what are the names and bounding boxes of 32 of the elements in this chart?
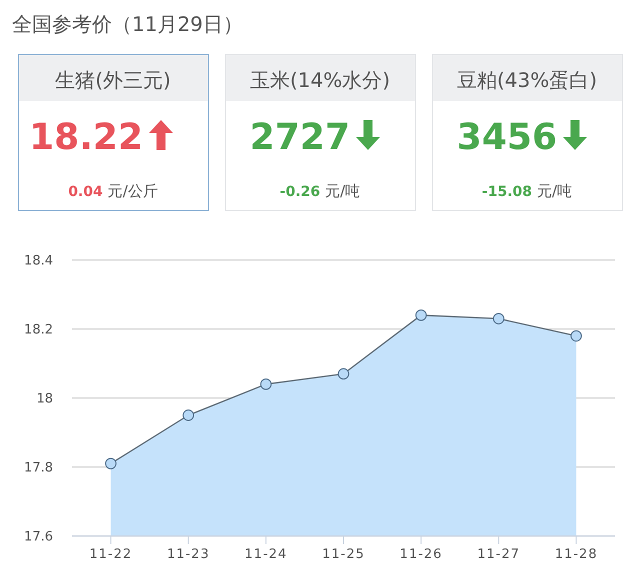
data-label: 0.04 bbox=[68, 184, 103, 200]
x-tick-label: 11-26 bbox=[400, 547, 442, 562]
text: 元/吨 bbox=[325, 182, 360, 200]
x-tick-label: 11-24 bbox=[244, 547, 288, 562]
point bbox=[415, 310, 427, 321]
point bbox=[182, 410, 194, 421]
point bbox=[570, 330, 582, 342]
data-label: 2727 bbox=[250, 117, 350, 158]
data-label: 3456 bbox=[456, 117, 557, 158]
y-tick-label: 18.2 bbox=[24, 322, 53, 338]
y-tick-label: 17.6 bbox=[24, 530, 53, 544]
y-tick-label: 18.4 bbox=[24, 254, 53, 268]
text: 元/公斤 bbox=[108, 182, 158, 200]
data-label: 18.22 bbox=[29, 117, 143, 158]
data-label: -0.26 bbox=[280, 184, 320, 200]
y-tick-label: 18 bbox=[36, 392, 53, 406]
x-tick-label: 11-25 bbox=[322, 547, 365, 562]
text: 全国参考价（11月29日） bbox=[12, 12, 243, 36]
x-tick-label: 11-28 bbox=[554, 547, 598, 562]
category-label: 豆粕(43%蛋白) bbox=[456, 68, 598, 92]
category-label: 玉米(14%水分) bbox=[250, 68, 390, 92]
point bbox=[105, 458, 116, 470]
category-label: 生猪(外三元) bbox=[55, 68, 171, 92]
point bbox=[260, 378, 272, 390]
point bbox=[492, 312, 504, 324]
data-label: -15.08 bbox=[482, 184, 532, 200]
x-tick-label: 11-23 bbox=[166, 547, 210, 562]
y-tick-label: 17.8 bbox=[24, 460, 53, 476]
x-tick-label: 11-27 bbox=[477, 547, 520, 562]
text: 元/吨 bbox=[537, 182, 572, 200]
x-tick-label: 11-22 bbox=[89, 547, 132, 562]
point bbox=[338, 368, 350, 380]
